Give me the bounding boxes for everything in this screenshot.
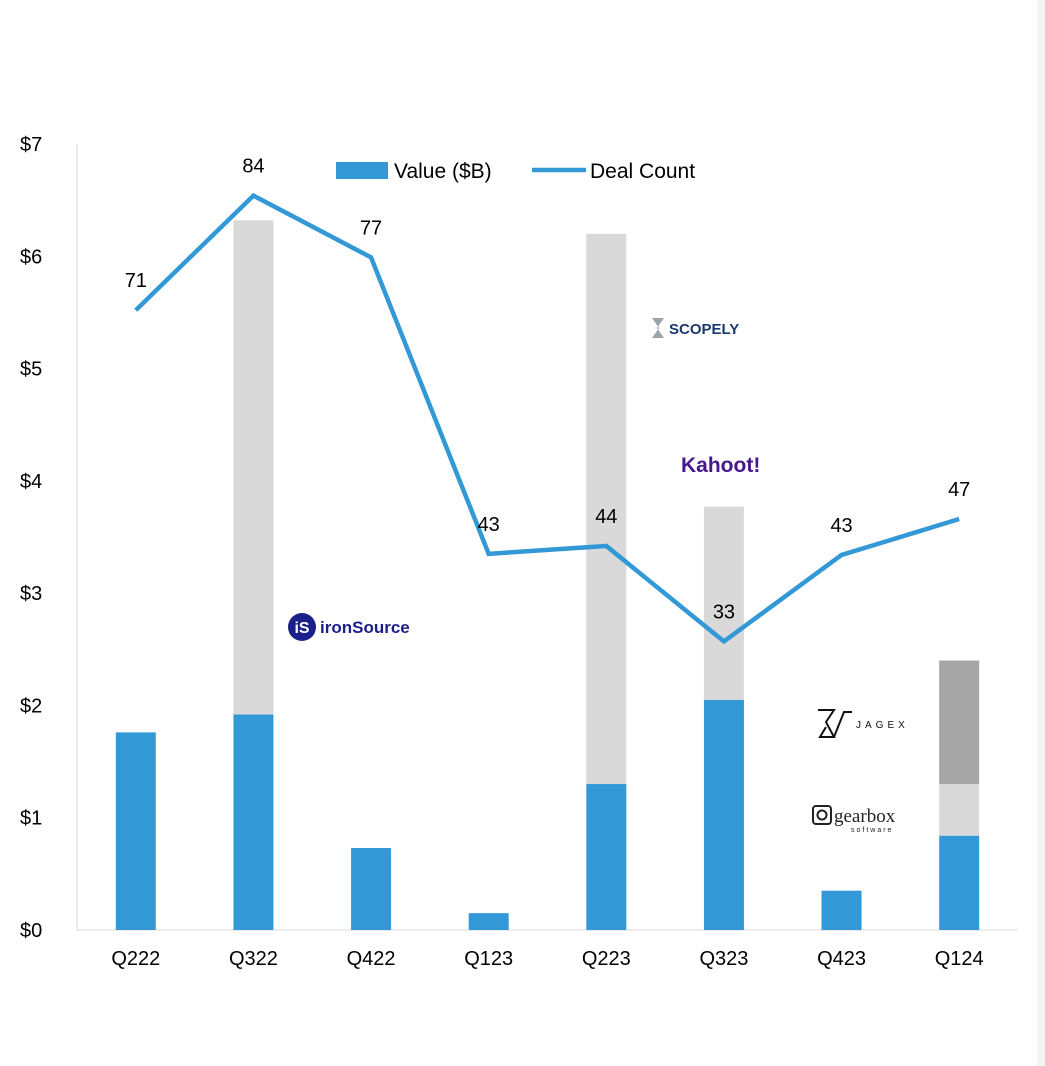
deal-count-label: 71	[125, 270, 147, 292]
gearbox-icon	[812, 805, 832, 825]
bar-segment	[703, 506, 744, 700]
deal-count-label: 43	[478, 514, 500, 536]
deal-count-line-group	[134, 192, 960, 645]
legend-label-deal-count: Deal Count	[590, 160, 695, 183]
y-axis: $0 $1 $2 $3 $4 $5 $6 $7	[20, 134, 78, 942]
deal-count-label: 33	[713, 601, 735, 623]
bar-segment	[115, 732, 156, 930]
gearbox-subtext: software	[851, 827, 893, 834]
y-tick-label: $1	[20, 808, 42, 830]
y-tick-label: $7	[20, 134, 42, 156]
legend: Value ($B) Deal Count	[336, 160, 695, 183]
ironsource-logo: iS ironSource	[288, 613, 410, 641]
legend-swatch-value	[336, 162, 388, 179]
jagex-logo: JAGEX	[818, 709, 909, 738]
x-tick-label: Q123	[464, 948, 513, 970]
y-tick-label: $0	[20, 920, 42, 942]
y-tick-label: $4	[20, 471, 42, 493]
legend-label-value: Value ($B)	[394, 160, 492, 183]
jagex-icon-stroke	[833, 711, 852, 738]
bar-segment	[821, 890, 862, 930]
kahoot-logo: Kahoot!	[681, 454, 760, 477]
kahoot-text: Kahoot!	[681, 454, 760, 477]
deal-count-label: 84	[242, 156, 264, 178]
y-tick-label: $5	[20, 359, 42, 381]
jagex-icon	[818, 709, 836, 738]
bar-segment	[586, 784, 627, 930]
deal-count-label: 47	[948, 479, 970, 501]
y-tick-label: $2	[20, 695, 42, 717]
x-axis: Q222 Q322 Q422 Q123 Q223 Q323 Q423 Q124	[77, 929, 1018, 970]
deal-count-label: 43	[830, 515, 852, 537]
jagex-text: JAGEX	[856, 720, 909, 731]
y-tick-label: $6	[20, 246, 42, 268]
deal-count-line	[134, 192, 960, 645]
gearbox-text: gearbox	[834, 806, 896, 827]
scopely-logo: SCOPELY	[652, 318, 739, 338]
scopely-icon	[652, 318, 664, 338]
scopely-text: SCOPELY	[669, 321, 739, 338]
x-tick-label: Q124	[935, 948, 984, 970]
x-tick-label: Q322	[229, 948, 278, 970]
bar-segment	[233, 714, 274, 930]
bar-segment	[586, 233, 627, 785]
bar-segment	[233, 220, 274, 715]
x-tick-label: Q222	[111, 948, 160, 970]
data-labels: 71 84 77 43 44 33 43 47	[125, 156, 971, 624]
ironsource-mark: iS	[294, 620, 309, 637]
bars	[115, 220, 980, 930]
x-tick-label: Q223	[582, 948, 631, 970]
deal-count-label: 77	[360, 217, 382, 239]
bar-segment	[939, 835, 980, 930]
bar-segment	[939, 784, 980, 836]
x-tick-label: Q323	[699, 948, 748, 970]
x-tick-label: Q423	[817, 948, 866, 970]
deal-count-label: 44	[595, 506, 617, 528]
y-tick-label: $3	[20, 583, 42, 605]
bar-segment	[468, 913, 509, 930]
ironsource-text: ironSource	[320, 618, 410, 637]
bar-segment	[351, 848, 392, 930]
company-logos: iS ironSource SCOPELY Kahoot! JAGEX gearboxso…	[288, 318, 909, 834]
bar-segment	[703, 699, 744, 930]
x-tick-label: Q422	[347, 948, 396, 970]
gearbox-icon-gear	[816, 809, 828, 821]
ironsource-mark-icon	[288, 613, 316, 641]
bar-segment	[939, 660, 980, 785]
